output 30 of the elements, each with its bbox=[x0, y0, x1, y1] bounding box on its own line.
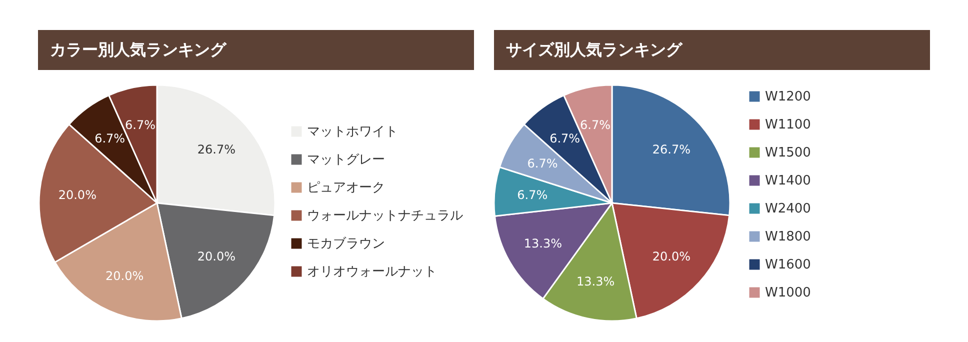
data-label: 26.7% bbox=[652, 142, 691, 156]
data-label: 6.7% bbox=[94, 131, 126, 146]
data-label: 20.0% bbox=[652, 250, 691, 264]
chart-title: カラー別人気ランキング bbox=[38, 30, 474, 70]
data-label: 13.3% bbox=[576, 274, 615, 288]
data-label: 20.0% bbox=[58, 188, 96, 202]
legend-label: マットグレー bbox=[307, 152, 385, 168]
legend-label: W1500 bbox=[765, 146, 811, 160]
data-label: 26.7% bbox=[197, 142, 236, 156]
data-label: 6.7% bbox=[550, 131, 580, 146]
data-label: 6.7% bbox=[527, 156, 558, 170]
legend-label: ウォールナットナチュラル bbox=[307, 208, 463, 224]
data-label: 20.0% bbox=[197, 250, 236, 264]
data-label: 6.7% bbox=[517, 188, 548, 202]
data-label: 6.7% bbox=[125, 118, 156, 132]
legend-label: W1100 bbox=[765, 118, 811, 132]
data-label: 20.0% bbox=[106, 269, 144, 284]
data-label: 13.3% bbox=[524, 236, 562, 250]
legend-label: モカブラウン bbox=[307, 236, 385, 252]
data-label: 6.7% bbox=[580, 118, 611, 132]
legend-label: マットホワイト bbox=[307, 124, 398, 140]
legend-label: W1000 bbox=[765, 286, 811, 300]
legend-label: W1800 bbox=[765, 230, 811, 244]
legend-label: W1600 bbox=[765, 258, 811, 272]
legend-label: W1200 bbox=[765, 90, 811, 104]
chart-title: サイズ別人気ランキング bbox=[494, 30, 930, 70]
legend-label: W2400 bbox=[765, 202, 811, 216]
legend-label: W1400 bbox=[765, 174, 811, 188]
legend-label: オリオウォールナット bbox=[307, 264, 437, 280]
legend-label: ピュアオーク bbox=[307, 180, 385, 196]
